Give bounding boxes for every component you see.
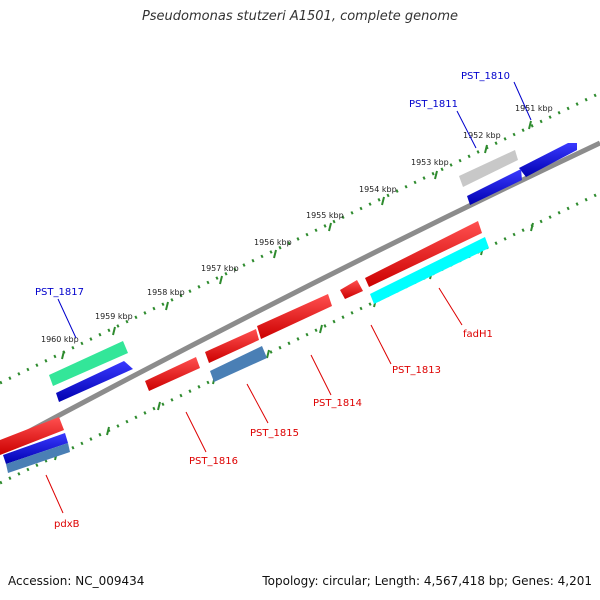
label-pst1811[interactable]: PST_1811 bbox=[409, 99, 458, 110]
leader-pst1816 bbox=[185, 411, 207, 453]
gene-pst1817-green[interactable] bbox=[49, 341, 128, 386]
leader-pst1811 bbox=[456, 110, 477, 149]
accession-text: Accession: NC_009434 bbox=[8, 574, 145, 588]
genome-backbone bbox=[0, 140, 600, 450]
outer-scale-ring bbox=[0, 91, 600, 385]
label-pst1810[interactable]: PST_1810 bbox=[461, 71, 510, 82]
gene-pst1813[interactable] bbox=[340, 280, 363, 299]
gene-pst1810[interactable] bbox=[519, 143, 577, 177]
scale-label-1954: 1954 kbp bbox=[359, 185, 397, 194]
gene-fadh1[interactable] bbox=[370, 237, 489, 304]
scale-label-1957: 1957 kbp bbox=[201, 264, 239, 273]
gene-pst1817[interactable] bbox=[56, 361, 133, 402]
label-pst1814[interactable]: PST_1814 bbox=[313, 398, 362, 409]
topology-text: Topology: circular; Length: 4,567,418 bp… bbox=[262, 574, 592, 588]
scale-label-1955: 1955 kbp bbox=[306, 211, 344, 220]
leader-pst1810 bbox=[513, 81, 532, 121]
gene-pdxb[interactable] bbox=[6, 443, 70, 473]
scale-label-1958: 1958 kbp bbox=[147, 288, 185, 297]
leader-pst1817 bbox=[57, 298, 77, 339]
gene-fadh1-red[interactable] bbox=[365, 221, 482, 287]
scale-label-1960: 1960 kbp bbox=[41, 335, 79, 344]
leader-pst1815 bbox=[246, 383, 269, 424]
outer-major-ticks bbox=[61, 120, 532, 360]
gene-pdxb-red[interactable] bbox=[0, 417, 64, 455]
gene-pdxb-blue[interactable] bbox=[3, 433, 68, 464]
gene-pst1811-grey[interactable] bbox=[459, 150, 518, 187]
gene-pst1815[interactable] bbox=[210, 346, 267, 382]
leader-pst1814 bbox=[310, 354, 332, 396]
scale-label-1951: 1951 kbp bbox=[515, 104, 553, 113]
leader-fadh1 bbox=[438, 287, 463, 326]
label-pst1817[interactable]: PST_1817 bbox=[35, 287, 84, 298]
leader-pst1813 bbox=[370, 324, 392, 365]
gene-pst1816[interactable] bbox=[145, 357, 200, 391]
gene-pst1815-red[interactable] bbox=[205, 329, 259, 363]
scale-label-1953: 1953 kbp bbox=[411, 158, 449, 167]
label-pst1813[interactable]: PST_1813 bbox=[392, 365, 441, 376]
label-pdxb[interactable]: pdxB bbox=[54, 519, 80, 530]
label-fadh1[interactable]: fadH1 bbox=[463, 329, 493, 340]
label-pst1815[interactable]: PST_1815 bbox=[250, 428, 299, 439]
inner-scale-ring bbox=[0, 191, 600, 485]
scale-label-1956: 1956 kbp bbox=[254, 238, 292, 247]
scale-label-1959: 1959 kbp bbox=[95, 312, 133, 321]
leader-pdxb bbox=[45, 474, 64, 514]
label-pst1816[interactable]: PST_1816 bbox=[189, 456, 238, 467]
scale-label-1952: 1952 kbp bbox=[463, 131, 501, 140]
gene-pst1814[interactable] bbox=[257, 294, 332, 339]
gene-pst1811[interactable] bbox=[467, 169, 522, 205]
page-title: Pseudomonas stutzeri A1501, complete gen… bbox=[141, 9, 459, 24]
